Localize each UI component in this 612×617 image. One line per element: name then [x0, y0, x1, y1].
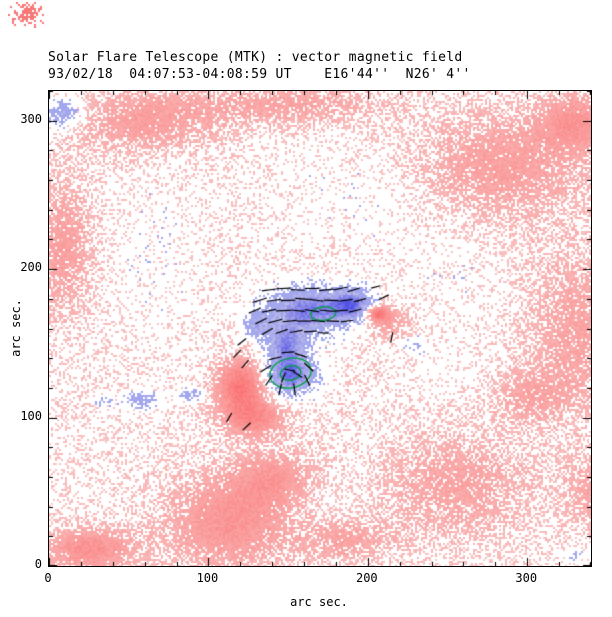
chart-title: Solar Flare Telescope (MTK) : vector mag… [48, 50, 463, 65]
y-tick-label: 100 [20, 408, 42, 423]
plot-area [48, 90, 592, 567]
y-tick-label: 200 [20, 260, 42, 275]
corner-speckle-artifact [8, 2, 56, 28]
y-axis-label: arc sec. [9, 299, 23, 357]
y-tick-label: 0 [34, 557, 42, 571]
chart-subtitle: 93/02/18 04:07:53-04:08:59 UT E16'44'' N… [48, 67, 471, 82]
x-tick-label: 100 [196, 571, 219, 585]
x-axis-label: arc sec. [290, 595, 348, 609]
magnetogram-canvas [49, 91, 591, 566]
x-tick-label: 0 [44, 571, 52, 585]
y-tick-label: 300 [20, 111, 42, 126]
x-tick-label: 200 [355, 571, 378, 585]
x-tick-label: 300 [515, 571, 538, 585]
